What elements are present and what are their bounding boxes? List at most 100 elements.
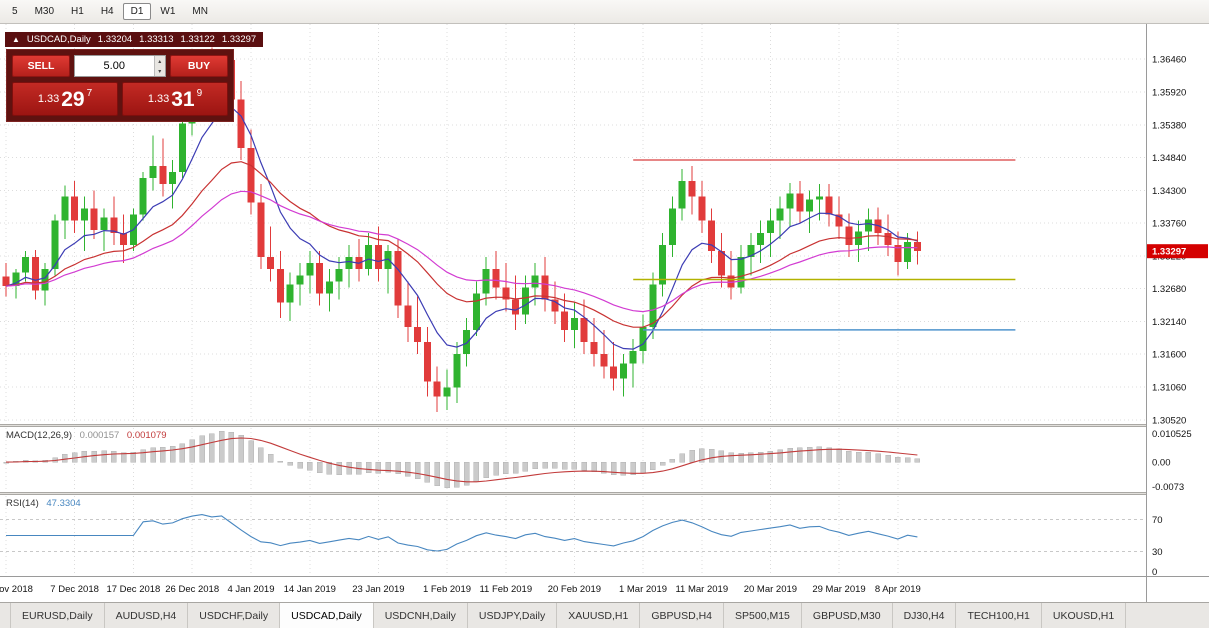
svg-text:14 Jan 2019: 14 Jan 2019 xyxy=(284,584,336,595)
time-axis[interactable]: 28 Nov 2018 7 Dec 2018 17 Dec 2018 26 Dec 2… xyxy=(0,584,921,595)
volume-spinner[interactable]: ▴ ▾ xyxy=(74,55,166,77)
chart-tab-TECH100-H1[interactable]: TECH100,H1 xyxy=(956,603,1042,628)
svg-text:1.36460: 1.36460 xyxy=(1152,55,1186,66)
svg-text:-0.0073: -0.0073 xyxy=(1152,482,1184,493)
bid-price-display[interactable]: 1.33 29 7 xyxy=(12,82,118,116)
indicator-scale-labels: 0.010525 0.00 -0.0073 70 30 0 xyxy=(1152,429,1192,578)
rsi-name: RSI(14) xyxy=(6,498,39,509)
chart-tab-DJ30-H4[interactable]: DJ30,H4 xyxy=(893,603,957,628)
close-value: 1.33297 xyxy=(221,34,257,45)
svg-text:1.34300: 1.34300 xyxy=(1152,186,1186,197)
low-value: 1.33122 xyxy=(180,34,215,45)
chart-tab-AUDUSD-H4[interactable]: AUDUSD,H4 xyxy=(105,603,189,628)
svg-text:1 Mar 2019: 1 Mar 2019 xyxy=(619,584,667,595)
svg-text:23 Jan 2019: 23 Jan 2019 xyxy=(352,584,404,595)
timeframe-group: 5 M30 H1 H4 D1 W1 MN xyxy=(4,3,217,20)
chart-canvas[interactable]: 1.364601.359201.353801.348401.343001.337… xyxy=(0,24,1209,602)
svg-text:17 Dec 2018: 17 Dec 2018 xyxy=(106,584,160,595)
svg-text:1.30520: 1.30520 xyxy=(1152,415,1186,426)
rsi-value: 47.3304 xyxy=(46,498,81,509)
svg-text:1.32680: 1.32680 xyxy=(1152,284,1186,295)
chart-tab-USDJPY-Daily[interactable]: USDJPY,Daily xyxy=(468,603,558,628)
buy-button[interactable]: BUY xyxy=(170,55,228,77)
chart-tab-UKOUSD-H1[interactable]: UKOUSD,H1 xyxy=(1042,603,1127,628)
svg-text:20 Mar 2019: 20 Mar 2019 xyxy=(744,584,797,595)
ask-price-prefix: 1.33 xyxy=(147,93,170,105)
one-click-trade-panel: SELL ▴ ▾ BUY 1.33 29 7 1.33 xyxy=(6,49,234,122)
macd-main-value: 0.000157 xyxy=(79,430,120,441)
chart-tab-bar: EURUSD,Daily AUDUSD,H4 USDCHF,Daily USDCAD,… xyxy=(0,602,1209,628)
open-value: 1.33204 xyxy=(97,34,133,45)
macd-signal-line xyxy=(5,437,918,483)
trade-panel-controls: SELL ▴ ▾ BUY xyxy=(12,55,228,77)
svg-text:11 Mar 2019: 11 Mar 2019 xyxy=(675,584,728,595)
svg-text:1.33760: 1.33760 xyxy=(1152,219,1186,230)
svg-text:8 Apr 2019: 8 Apr 2019 xyxy=(875,584,921,595)
svg-text:28 Nov 2018: 28 Nov 2018 xyxy=(0,584,33,595)
chart-tab-GBPUSD-M30[interactable]: GBPUSD,M30 xyxy=(802,603,893,628)
chart-tab-EURUSD-Daily[interactable]: EURUSD,Daily xyxy=(10,603,105,628)
svg-text:4 Jan 2019: 4 Jan 2019 xyxy=(227,584,274,595)
candlestick-series xyxy=(2,47,921,412)
chart-tab-USDCAD-Daily[interactable]: USDCAD,Daily xyxy=(280,603,374,628)
volume-spin-buttons: ▴ ▾ xyxy=(153,56,165,76)
svg-text:7 Dec 2018: 7 Dec 2018 xyxy=(50,584,99,595)
volume-down-button[interactable]: ▾ xyxy=(154,66,165,76)
svg-text:11 Feb 2019: 11 Feb 2019 xyxy=(479,584,532,595)
timeframe-button-H1[interactable]: H1 xyxy=(71,6,84,17)
chart-tab-SP500-M15[interactable]: SP500,M15 xyxy=(724,603,802,628)
bid-price-big: 29 xyxy=(61,87,85,111)
svg-text:70: 70 xyxy=(1152,515,1163,526)
svg-text:0.010525: 0.010525 xyxy=(1152,429,1192,440)
timeframe-button-D1[interactable]: D1 xyxy=(122,3,152,20)
timeframe-button-MN[interactable]: MN xyxy=(192,6,208,17)
svg-text:1.34840: 1.34840 xyxy=(1152,153,1186,164)
symbol-period-label: USDCAD,Daily xyxy=(26,34,91,45)
chart-tab-USDCNH-Daily[interactable]: USDCNH,Daily xyxy=(374,603,468,628)
svg-text:1.35380: 1.35380 xyxy=(1152,120,1186,131)
chart-tab-XAUUSD-H1[interactable]: XAUUSD,H1 xyxy=(557,603,641,628)
svg-text:29 Mar 2019: 29 Mar 2019 xyxy=(812,584,865,595)
pane-separator[interactable] xyxy=(0,424,1209,427)
pane-separator[interactable] xyxy=(0,492,1209,495)
svg-text:26 Dec 2018: 26 Dec 2018 xyxy=(165,584,219,595)
chart-ohlc-header: ▲ USDCAD,Daily 1.33204 1.33313 1.33122 1… xyxy=(5,32,264,47)
svg-text:1.33297: 1.33297 xyxy=(1152,247,1186,258)
svg-text:1.35920: 1.35920 xyxy=(1152,87,1186,98)
svg-text:1 Feb 2019: 1 Feb 2019 xyxy=(423,584,471,595)
timeframe-button-H4[interactable]: H4 xyxy=(100,6,114,17)
sell-button[interactable]: SELL xyxy=(12,55,70,77)
ma-34-line xyxy=(5,190,918,313)
price-axis[interactable] xyxy=(1146,24,1209,602)
volume-input[interactable] xyxy=(75,56,154,76)
ask-price-pip: 9 xyxy=(196,87,203,99)
bid-price-prefix: 1.33 xyxy=(37,93,60,105)
timeframe-button-M30[interactable]: M30 xyxy=(34,6,55,17)
svg-text:0.00: 0.00 xyxy=(1152,458,1171,469)
ask-price-display[interactable]: 1.33 31 9 xyxy=(122,82,228,116)
svg-text:0: 0 xyxy=(1152,567,1157,578)
svg-text:1.31600: 1.31600 xyxy=(1152,350,1186,361)
ma-8-line xyxy=(5,106,918,350)
top-toolbar: 5 M30 H1 H4 D1 W1 MN xyxy=(0,0,1209,24)
rsi-line xyxy=(6,514,918,552)
timeframe-button-W1[interactable]: W1 xyxy=(160,6,176,17)
chart-tab-USDCHF-Daily[interactable]: USDCHF,Daily xyxy=(188,603,281,628)
macd-signal-value: 0.001079 xyxy=(126,430,167,441)
bid-price-pip: 7 xyxy=(86,87,93,99)
chart-area[interactable]: 1.36460 1.35920 1.35380 1.34840 1.34300 1.337… xyxy=(0,24,1209,602)
timeframe-button-5[interactable]: 5 xyxy=(12,6,18,17)
rsi-indicator-label: RSI(14) 47.3304 xyxy=(6,498,86,509)
current-price-badge: 1.33297 xyxy=(1147,244,1208,259)
trade-panel-prices: 1.33 29 7 1.33 31 9 xyxy=(12,82,228,116)
volume-up-button[interactable]: ▴ xyxy=(154,56,165,66)
macd-name: MACD(12,26,9) xyxy=(6,430,72,441)
svg-text:20 Feb 2019: 20 Feb 2019 xyxy=(548,584,601,595)
chart-tab-GBPUSD-H4[interactable]: GBPUSD,H4 xyxy=(640,603,725,628)
macd-indicator-label: MACD(12,26,9) 0.000157 0.001079 xyxy=(6,430,172,441)
svg-text:1.31060: 1.31060 xyxy=(1152,382,1186,393)
svg-text:1.32140: 1.32140 xyxy=(1152,317,1186,328)
svg-text:30: 30 xyxy=(1152,547,1163,558)
collapse-arrow-icon[interactable]: ▲ xyxy=(12,34,20,44)
